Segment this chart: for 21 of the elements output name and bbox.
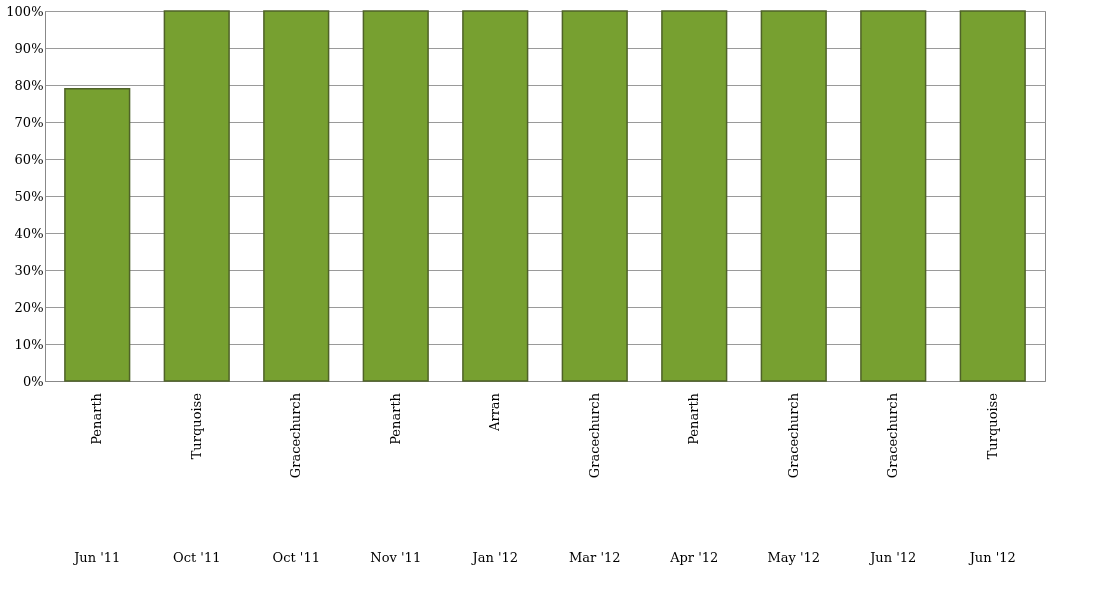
category-label: Jun '11 Penarth [74, 393, 121, 565]
y-tick-label: 40% [14, 225, 44, 241]
category-label: Oct '11 Gracechurch [272, 393, 320, 565]
y-tick-label: 90% [14, 40, 44, 56]
category-label: Apr '12 Penarth [670, 393, 719, 565]
y-tick-label: 80% [14, 77, 44, 93]
y-tick-label: 20% [14, 299, 44, 315]
y-tick-label: 30% [14, 262, 44, 278]
y-tick-label: 100% [6, 3, 44, 19]
y-tick-label: 60% [14, 151, 44, 167]
y-tick-label: 0% [22, 373, 44, 389]
category-label: Jun '12 Gracechurch [870, 393, 917, 565]
category-label: Jun '12 Turquoise [969, 393, 1016, 565]
category-label: Mar '12 Gracechurch [568, 393, 621, 565]
category-label: Jan '12 Arran [472, 393, 519, 565]
category-label: Oct '11 Turquoise [173, 393, 221, 565]
y-tick-label: 70% [14, 114, 44, 130]
y-tick-label: 10% [14, 336, 44, 352]
category-label: May '12 Gracechurch [767, 393, 821, 565]
y-tick-label: 50% [14, 188, 44, 204]
category-label: Nov '11 Penarth [370, 393, 422, 565]
